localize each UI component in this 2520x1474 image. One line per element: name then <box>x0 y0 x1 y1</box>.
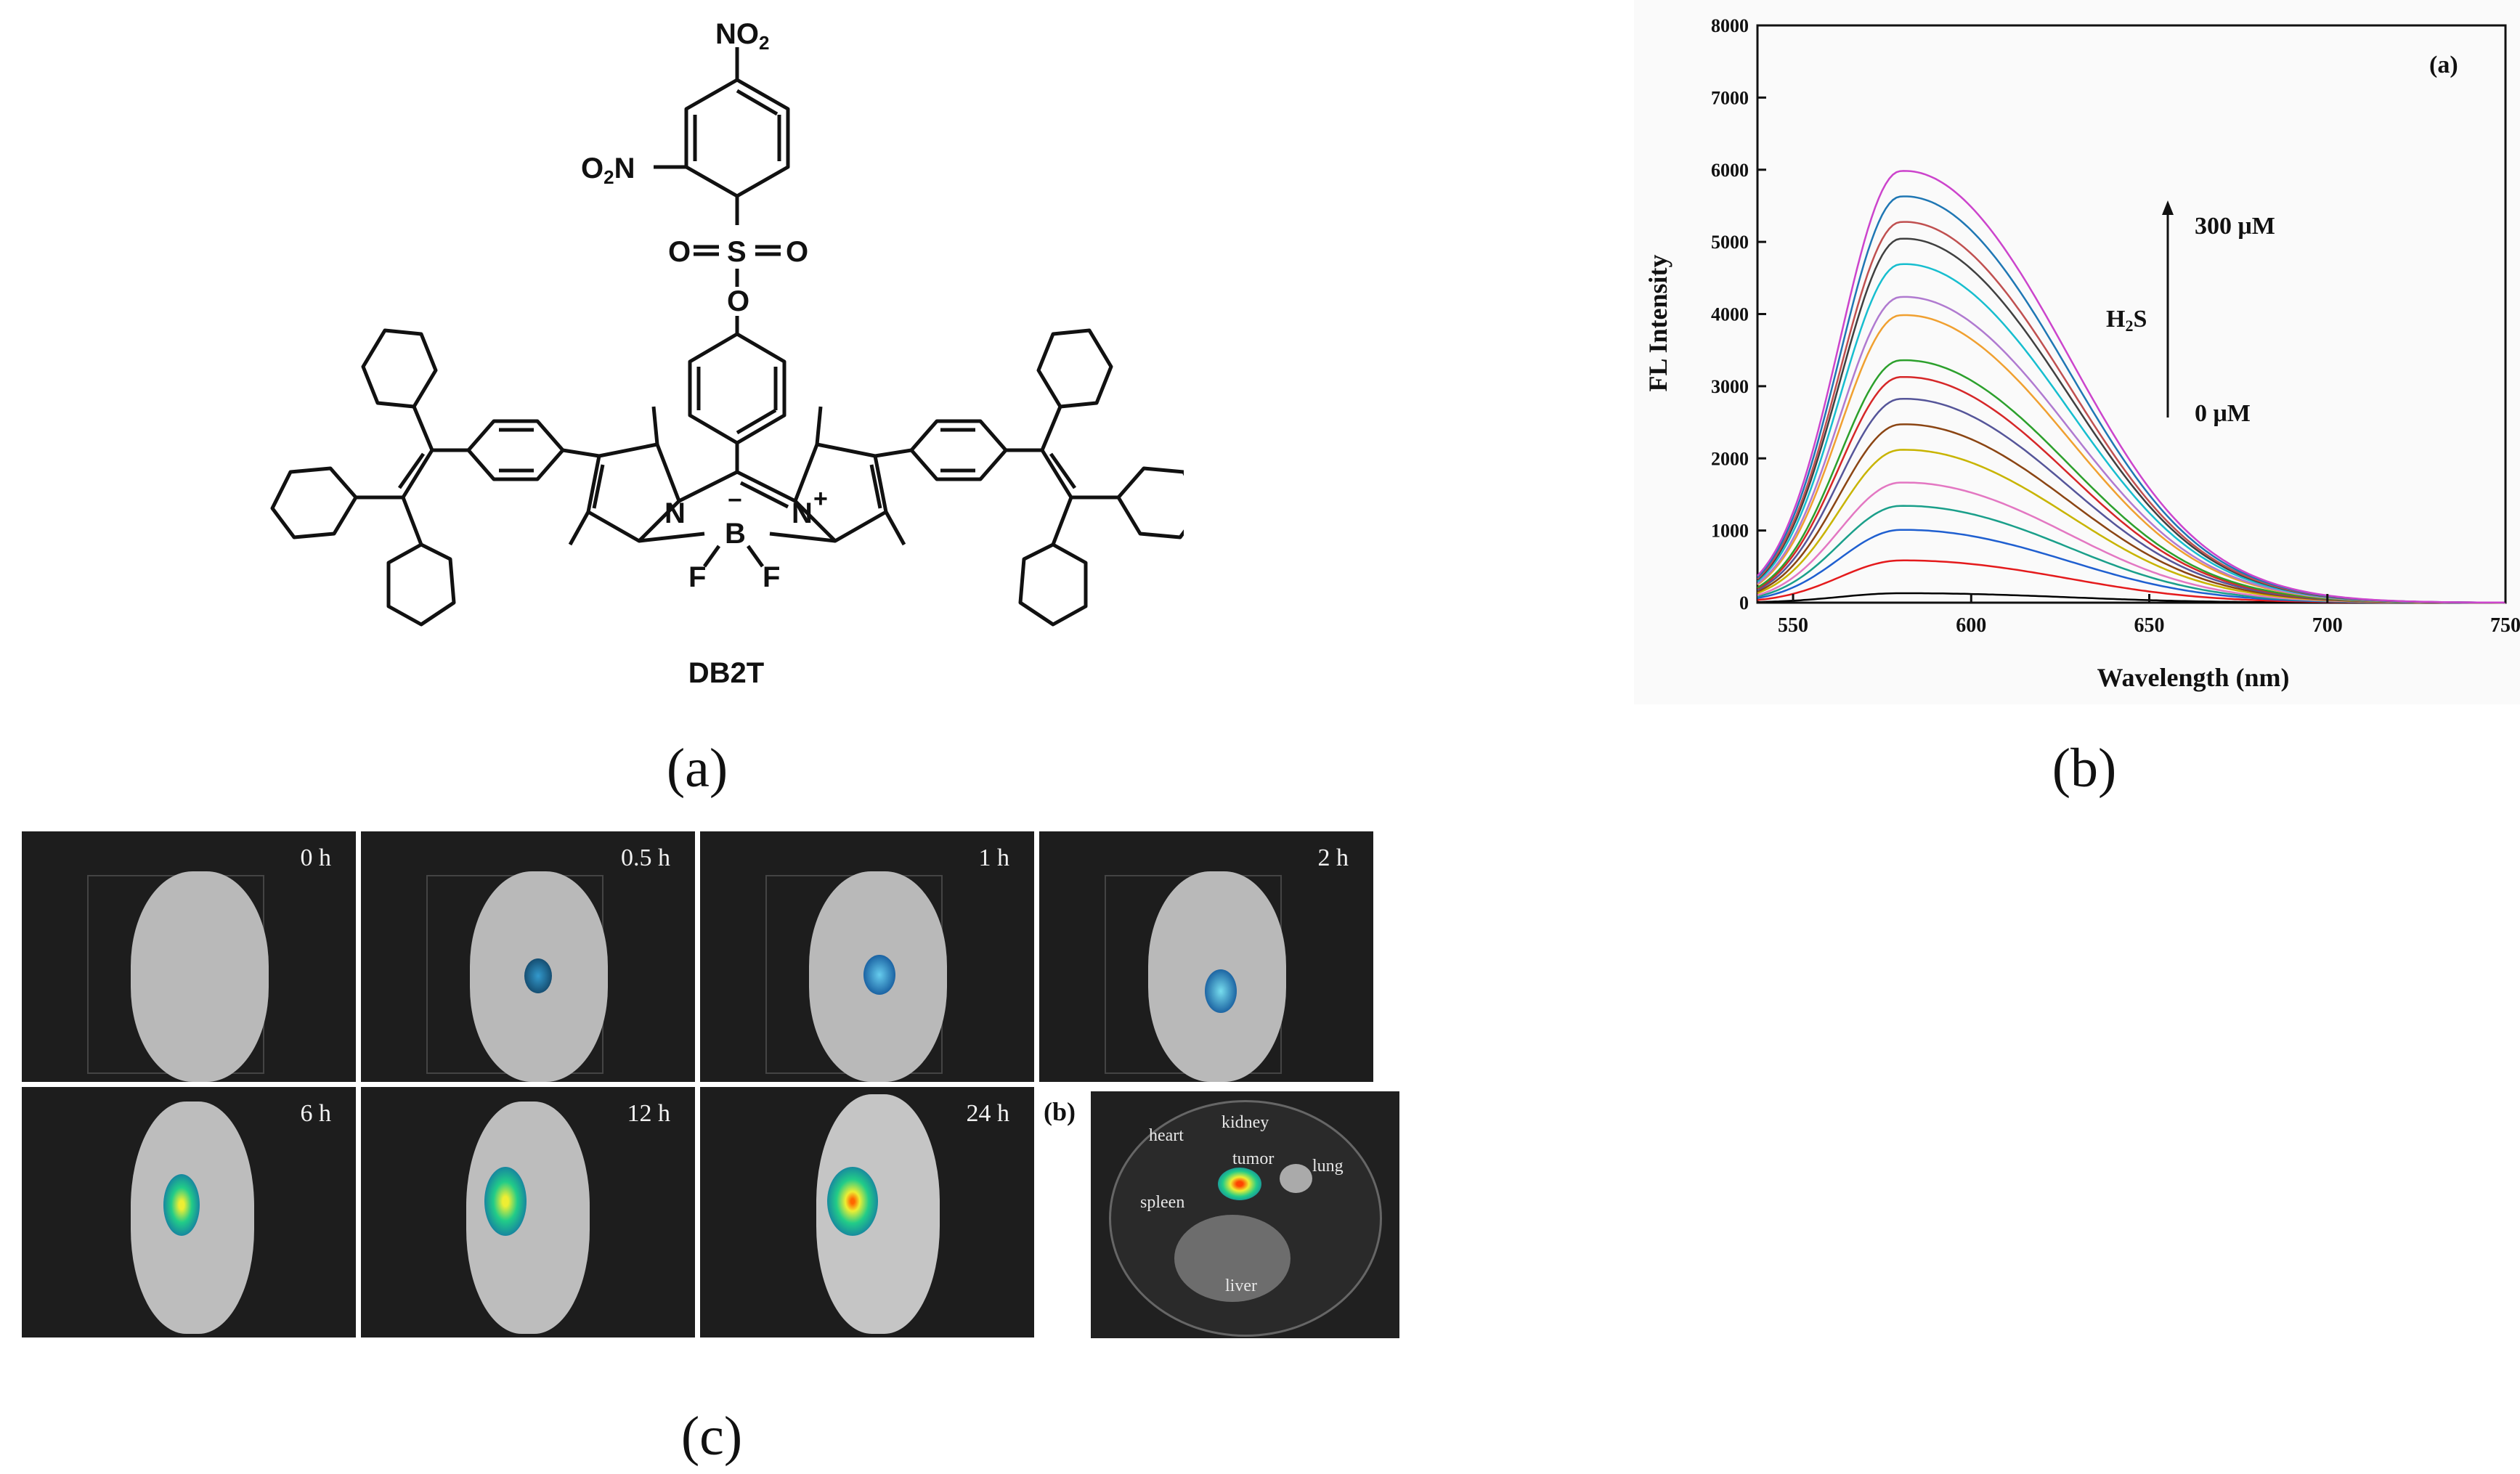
time-label: 0.5 h <box>621 844 670 871</box>
spectrum-line-4 <box>1757 481 2505 604</box>
svg-text:O: O <box>668 236 691 268</box>
organ-label-liver: liver <box>1225 1276 1257 1295</box>
imaging-tile-12h: 12 h <box>361 1087 695 1337</box>
y-tick-label: 8000 <box>1711 15 1749 36</box>
annotation-bottom: 0 μM <box>2195 400 2251 427</box>
imaging-tile-0h: 0 h <box>22 831 356 1082</box>
svg-text:O: O <box>727 285 749 317</box>
organ-liver <box>1174 1215 1291 1302</box>
y-tick-label: 7000 <box>1711 87 1749 108</box>
svg-text:F: F <box>763 561 780 593</box>
fluorescence-spot <box>1205 969 1237 1013</box>
h2s-arrow-head <box>2162 200 2174 215</box>
y-tick-label: 1000 <box>1711 521 1749 542</box>
imaging-tile-2h: 2 h <box>1039 831 1373 1082</box>
svg-text:+: + <box>813 485 828 513</box>
y-tick-label: 2000 <box>1711 448 1749 469</box>
svg-text:S: S <box>727 236 747 268</box>
spectrum-line-13 <box>1757 237 2506 604</box>
imaging-tile-1h: 1 h <box>700 831 1034 1082</box>
svg-text:NO2: NO2 <box>715 18 769 54</box>
spectra-chart: 550 600 650 700 750 0 1000 2000 3000 4000 5000 6000… <box>1634 0 2520 704</box>
spectra-chart-svg: 550 600 650 700 750 0 1000 2000 3000 4000 5000 6000… <box>1643 15 2520 692</box>
mouse-body <box>131 871 269 1082</box>
organ-label-heart: heart <box>1149 1126 1184 1145</box>
imaging-tile-24h: 24 h <box>700 1087 1034 1337</box>
spectrum-line-12 <box>1757 263 2505 604</box>
svg-text:O: O <box>786 236 808 268</box>
panel-label-b: (b) <box>2052 738 2117 799</box>
y-tick-label: 4000 <box>1711 304 1749 325</box>
chart-xlabel: Wavelength (nm) <box>2097 663 2290 692</box>
time-label: 0 h <box>300 844 332 871</box>
time-label: 1 h <box>978 844 1010 871</box>
chart-ylabel: FL Intensity <box>1643 254 1672 391</box>
spectrum-line-1 <box>1757 559 2505 604</box>
imaging-panel: 0 h 0.5 h 1 h 2 h 6 h 12 h 24 h (b) <box>22 824 1402 1347</box>
molecule-name: DB2T <box>688 657 765 689</box>
fluorescence-spot <box>827 1167 878 1236</box>
annotation-middle: H2S <box>2106 306 2147 335</box>
fluorescence-spot <box>863 955 895 995</box>
ex-vivo-image: heart kidney tumor lung spleen liver <box>1091 1091 1399 1338</box>
time-label: 12 h <box>627 1100 671 1127</box>
spectrum-line-8 <box>1757 375 2505 604</box>
time-label: 2 h <box>1317 844 1349 871</box>
panel-label-c: (c) <box>680 1406 743 1467</box>
y-tick-label: 3000 <box>1711 376 1749 397</box>
organ-label-tumor: tumor <box>1232 1149 1275 1168</box>
organ-lung <box>1280 1164 1312 1193</box>
x-tick-label: 700 <box>2312 614 2343 637</box>
spectrum-line-15 <box>1757 195 2505 604</box>
spectrum-line-16 <box>1757 170 2505 604</box>
db2t-structure: NO2 O2N S O O O N N B − + F F <box>270 18 1204 627</box>
x-tick-label: 650 <box>2134 614 2165 637</box>
ex-vivo-label: (b) <box>1044 1097 1076 1126</box>
time-label: 24 h <box>966 1100 1010 1127</box>
x-tick-label: 550 <box>1778 614 1808 637</box>
time-label: 6 h <box>300 1100 332 1127</box>
spectrum-line-10 <box>1757 314 2505 604</box>
mouse-body <box>466 1102 590 1334</box>
annotation-top: 300 μM <box>2195 213 2275 240</box>
y-tick-label: 5000 <box>1711 232 1749 253</box>
x-tick-label: 750 <box>2490 614 2520 637</box>
fluorescence-spot <box>484 1167 527 1236</box>
plot-frame <box>1756 24 2507 604</box>
spectrum-line-11 <box>1757 296 2505 604</box>
imaging-tile-05h: 0.5 h <box>361 831 695 1082</box>
svg-text:N: N <box>664 497 686 529</box>
chart-inner-label: (a) <box>2429 52 2458 78</box>
svg-text:B: B <box>725 518 746 550</box>
organ-label-lung: lung <box>1312 1157 1344 1176</box>
svg-text:O2N: O2N <box>581 152 635 188</box>
x-tick-label: 600 <box>1956 614 1986 637</box>
organ-label-kidney: kidney <box>1222 1113 1269 1132</box>
fluorescence-spot <box>524 958 552 993</box>
svg-text:N: N <box>792 497 813 529</box>
svg-text:F: F <box>688 561 706 593</box>
organ-label-spleen: spleen <box>1140 1193 1185 1212</box>
organ-tumor <box>1218 1168 1261 1200</box>
y-tick-label: 0 <box>1739 593 1749 614</box>
svg-text:−: − <box>728 486 742 514</box>
panel-label-a: (a) <box>666 738 728 799</box>
fluorescence-spot <box>163 1174 200 1236</box>
molecule-panel: NO2 O2N S O O O N N B − + F F DB2T <box>240 0 1204 712</box>
y-tick-label: 6000 <box>1711 160 1749 181</box>
imaging-tile-6h: 6 h <box>22 1087 356 1337</box>
spectrum-line-6 <box>1757 423 2505 604</box>
